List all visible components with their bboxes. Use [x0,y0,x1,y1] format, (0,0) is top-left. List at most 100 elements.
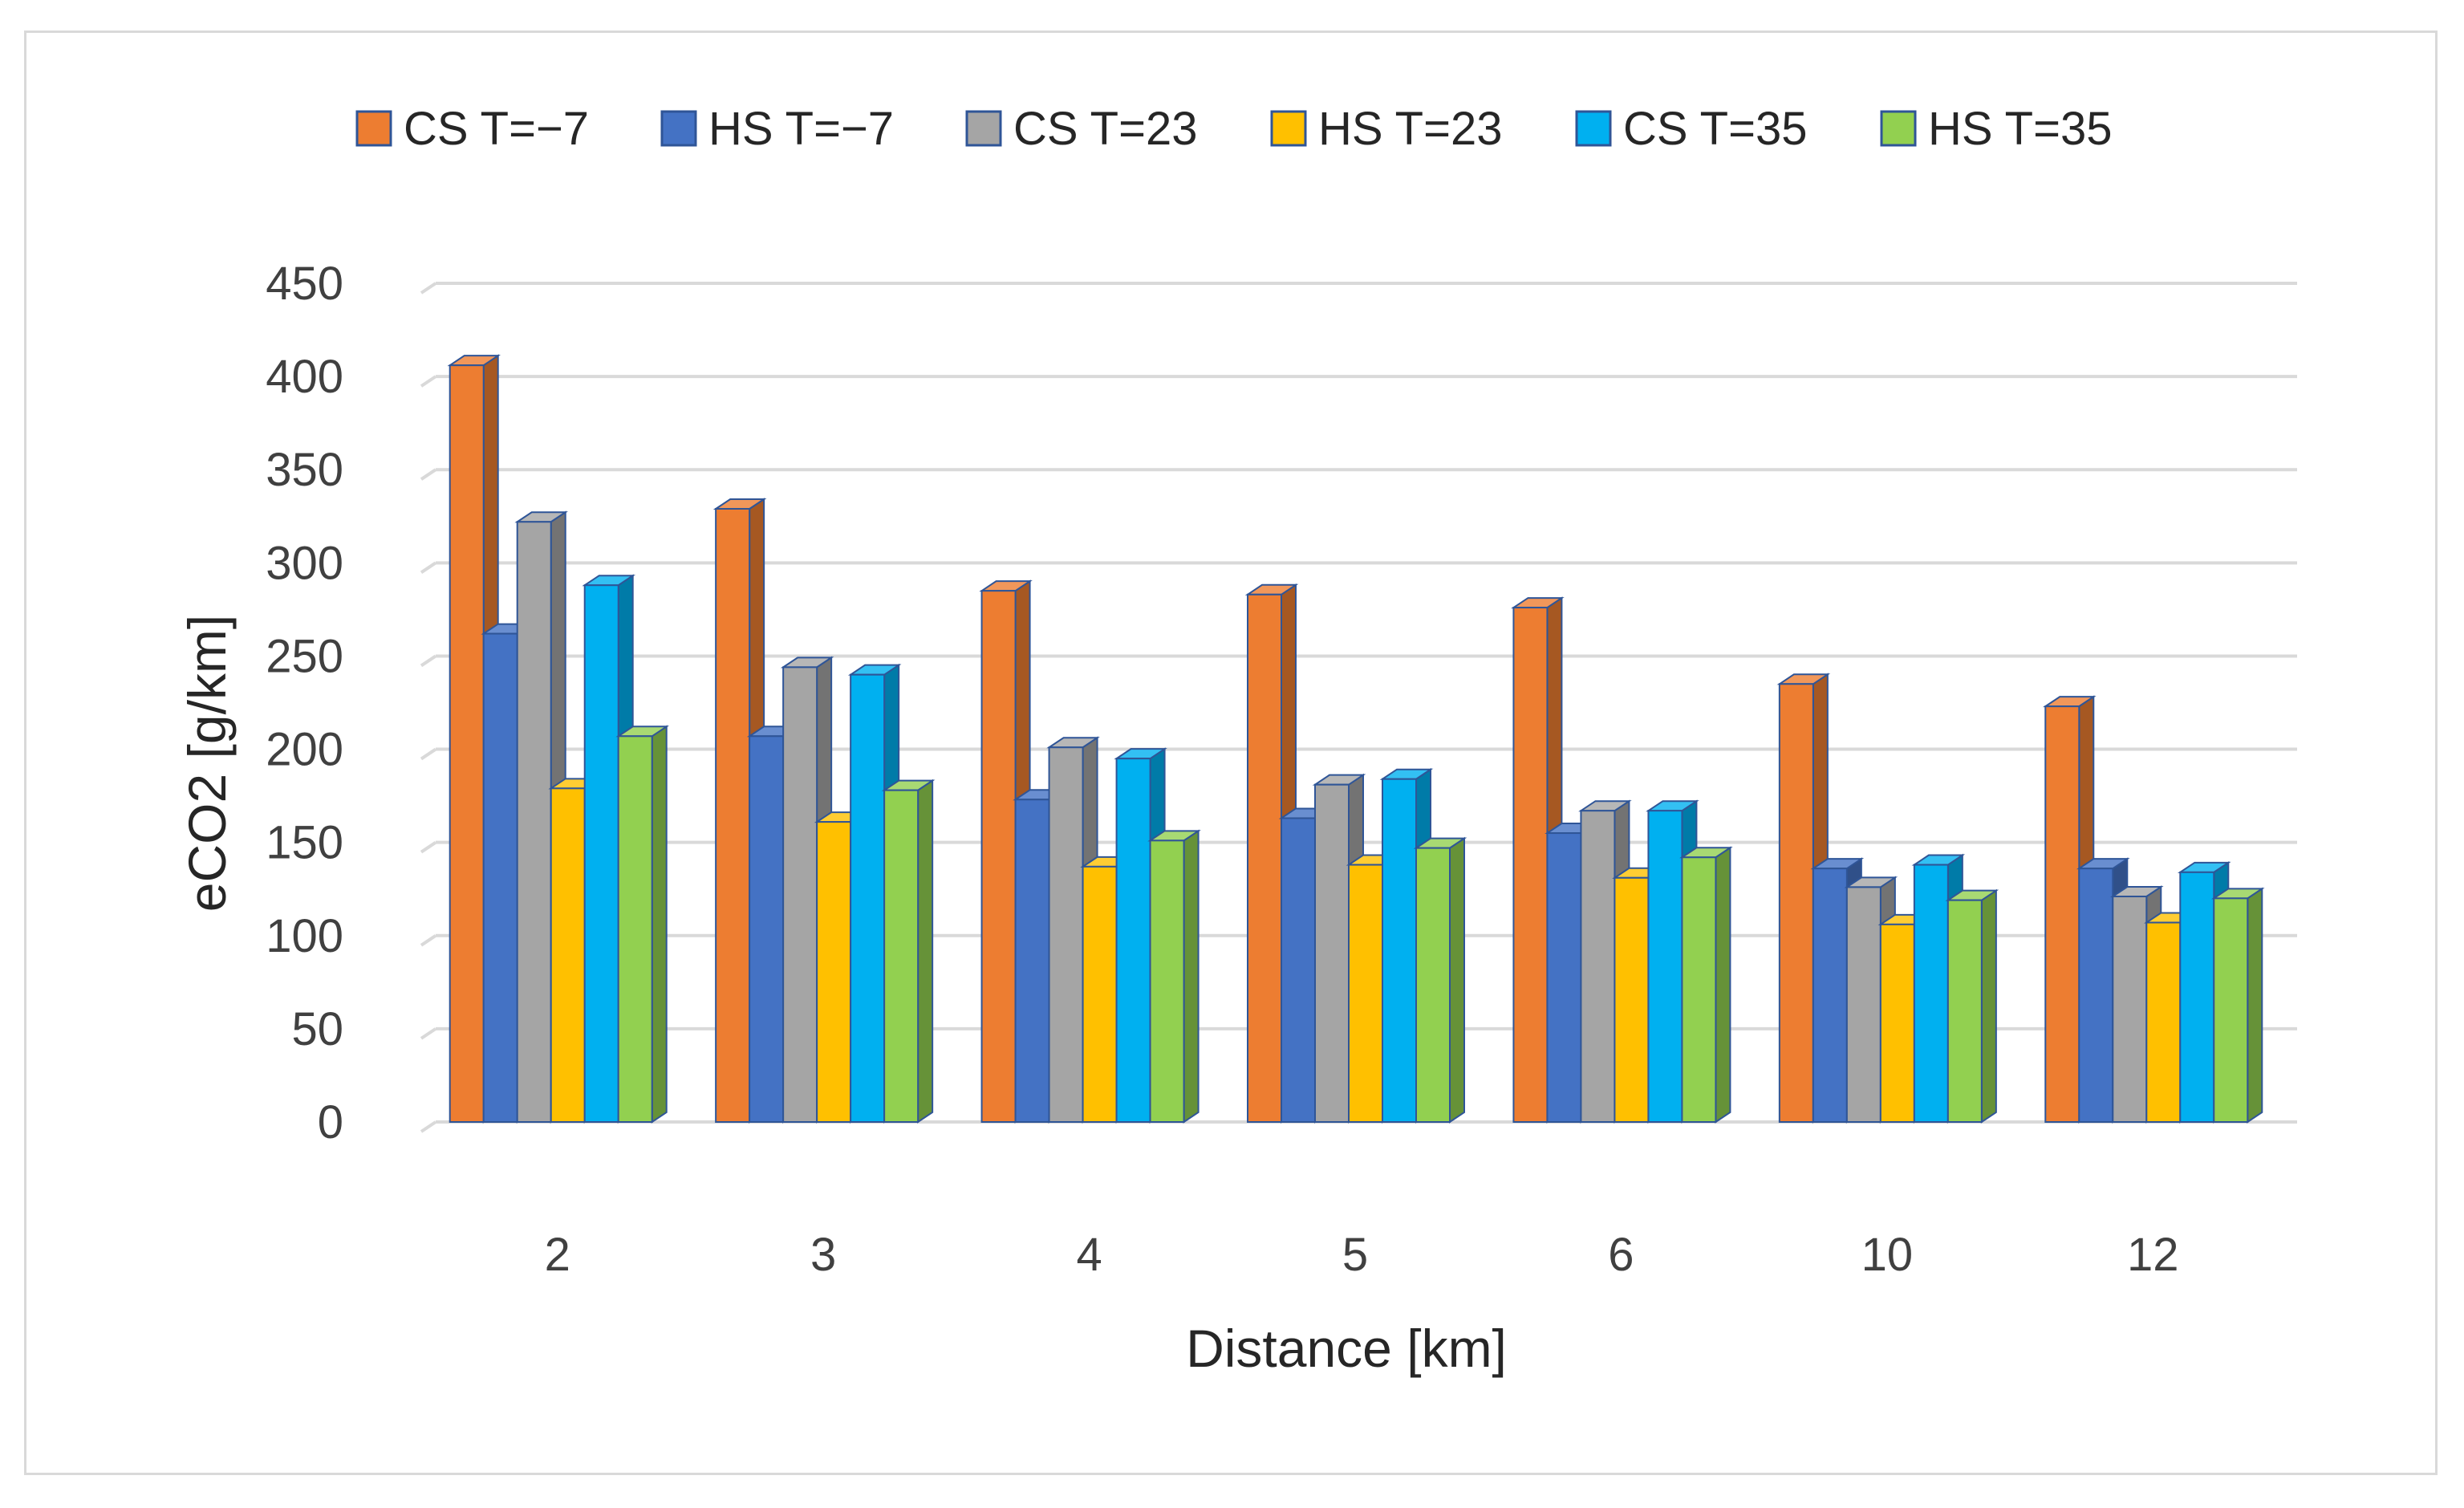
bar-cluster-12 [2042,695,2265,1124]
bar [2044,705,2080,1123]
bar [1580,810,1616,1123]
bar [1681,856,1717,1123]
bar [1082,865,1118,1124]
bar [1647,810,1683,1123]
bar [516,521,552,1123]
bar [883,789,919,1124]
bar [1946,899,1983,1123]
y-axis-ticks: 0 50 100 150 200 250 300 350 400 450 [266,258,343,1148]
bar-chart: 0 50 100 150 200 250 300 350 400 450 2 3 4 5 6 10 12 eC… [177,103,2297,1378]
y-tick-label: 250 [266,630,343,682]
bar-side [1449,836,1465,1124]
legend-label: HS T=−7 [708,103,894,155]
legend-item: CS T=23 [965,103,1197,155]
bar [1348,864,1383,1123]
chart-frame: 0 50 100 150 200 250 300 350 400 450 2 3 4 5 6 10 12 eC… [24,30,2438,1475]
legend-swatch [355,110,392,147]
bar-side [917,778,934,1124]
gridline-depth [420,282,437,295]
gridline-depth [420,747,437,761]
legend: CS T=−7 HS T=−7 CS T=23 HS T=23 CS T=35 HS T=… [355,103,2112,155]
legend-item: HS T=35 [1880,103,2112,155]
y-axis-title: eCO2 [g/km] [177,615,237,912]
bar-side [1183,829,1200,1124]
bar [1415,847,1451,1124]
bar [980,590,1017,1123]
bar-cluster-3 [712,498,936,1124]
bar [1778,683,1814,1123]
bar-cluster-2 [447,354,670,1124]
bar [1314,783,1350,1124]
bar [482,632,518,1123]
legend-item: CS T=35 [1575,103,1807,155]
y-tick-label: 0 [318,1096,343,1148]
legend-item: HS T=23 [1270,103,1502,155]
gridline-depth [420,375,437,388]
x-tick-label: 3 [810,1229,836,1281]
legend-label: CS T=23 [1013,103,1197,155]
bar [583,584,619,1123]
y-tick-label: 50 [291,1003,343,1055]
gridline-depth [420,934,437,947]
bar-side [1715,846,1731,1124]
y-tick-label: 300 [266,537,343,589]
legend-label: CS T=−7 [404,103,589,155]
legend-swatch [1270,110,1307,147]
bar-side [1980,888,1997,1124]
bar [2112,896,2148,1123]
x-tick-label: 6 [1608,1229,1634,1281]
bar [1512,607,1549,1123]
legend-swatch [965,110,1002,147]
legend-item: CS T=−7 [355,103,589,155]
bar-cluster-4 [979,579,1201,1124]
x-tick-label: 4 [1076,1229,1102,1281]
bar [1614,876,1650,1124]
bar [1281,817,1316,1123]
bar [449,364,485,1123]
bar [2213,897,2249,1124]
legend-swatch [660,110,697,147]
legend-label: CS T=35 [1623,103,1807,155]
bar [550,787,586,1123]
bar [1115,758,1151,1124]
legend-item: HS T=−7 [660,103,894,155]
bar [1149,839,1185,1123]
bar-cluster-5 [1244,583,1467,1124]
bar [1014,799,1050,1123]
gridline-depth [420,1027,437,1040]
bar [1382,778,1417,1123]
gridline-depth [420,1120,437,1133]
legend-label: HS T=35 [1928,103,2112,155]
bar [850,673,886,1123]
gridline-depth [420,561,437,574]
bar-side [2247,887,2263,1124]
x-tick-label: 5 [1342,1229,1368,1281]
y-tick-label: 400 [266,351,343,403]
gridline-depth [420,468,437,481]
bar [2179,871,2215,1124]
bar [1812,868,1848,1123]
legend-swatch [1575,110,1612,147]
bar [1913,864,1949,1123]
bar [1879,923,1915,1124]
gridline-depth [420,841,437,854]
bar [816,821,852,1123]
x-axis-ticks: 2 3 4 5 6 10 12 [545,1229,2179,1281]
gridline-depth [420,654,437,668]
bar [617,735,653,1123]
bar [715,507,751,1123]
x-tick-label: 2 [545,1229,570,1281]
bar [2078,868,2114,1123]
x-tick-label: 12 [2127,1229,2179,1281]
bar [782,666,818,1123]
x-tick-label: 10 [1861,1229,1914,1281]
legend-swatch [1880,110,1917,147]
bar [1546,832,1582,1123]
x-axis-title: Distance [km] [1186,1319,1507,1378]
bar [1048,746,1084,1123]
y-tick-label: 350 [266,444,343,496]
bar-side [651,725,668,1124]
y-tick-label: 150 [266,817,343,869]
bar [2145,921,2182,1123]
bar [1845,886,1881,1124]
